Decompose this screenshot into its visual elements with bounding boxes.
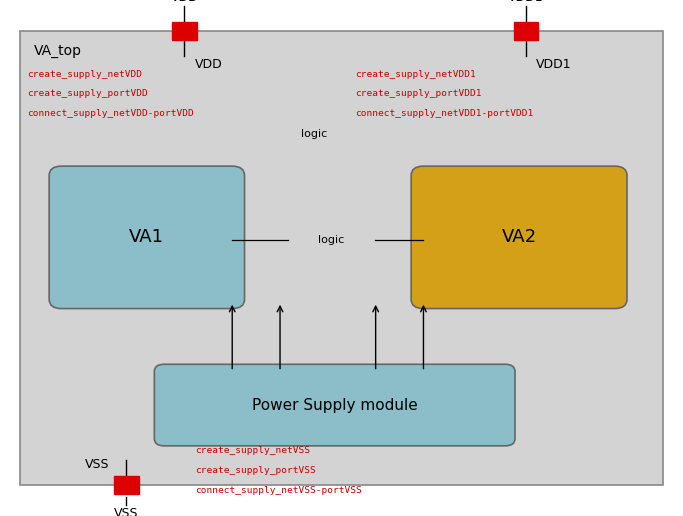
Text: logic: logic	[318, 235, 344, 245]
Text: Power Supply module: Power Supply module	[252, 397, 417, 413]
Bar	[514, 22, 538, 40]
Bar	[114, 476, 139, 494]
Text: logic: logic	[301, 129, 327, 139]
Text: VDD: VDD	[195, 58, 223, 71]
Text: VDD1: VDD1	[508, 0, 544, 4]
Text: VA1: VA1	[129, 229, 165, 246]
Text: create_supply_portVSS: create_supply_portVSS	[195, 466, 316, 475]
FancyBboxPatch shape	[49, 166, 245, 309]
Text: create_supply_portVDD1: create_supply_portVDD1	[355, 89, 482, 98]
Text: VDD1: VDD1	[536, 58, 572, 71]
Text: VSS: VSS	[114, 507, 139, 516]
Text: connect_supply_netVDD1-portVDD1: connect_supply_netVDD1-portVDD1	[355, 109, 533, 118]
FancyBboxPatch shape	[154, 364, 515, 446]
Text: VA_top: VA_top	[34, 44, 82, 58]
Text: create_supply_netVDD: create_supply_netVDD	[27, 70, 142, 78]
Bar	[172, 22, 197, 40]
Text: VA2: VA2	[501, 229, 537, 246]
Text: create_supply_portVDD: create_supply_portVDD	[27, 89, 148, 98]
FancyBboxPatch shape	[20, 31, 663, 485]
Text: connect_supply_netVDD-portVDD: connect_supply_netVDD-portVDD	[27, 109, 194, 118]
FancyBboxPatch shape	[411, 166, 627, 309]
Text: create_supply_netVDD1: create_supply_netVDD1	[355, 70, 476, 78]
Text: create_supply_netVSS: create_supply_netVSS	[195, 446, 309, 455]
Text: VSS: VSS	[85, 458, 109, 471]
Text: connect_supply_netVSS-portVSS: connect_supply_netVSS-portVSS	[195, 486, 361, 494]
Text: VDD: VDD	[171, 0, 198, 4]
